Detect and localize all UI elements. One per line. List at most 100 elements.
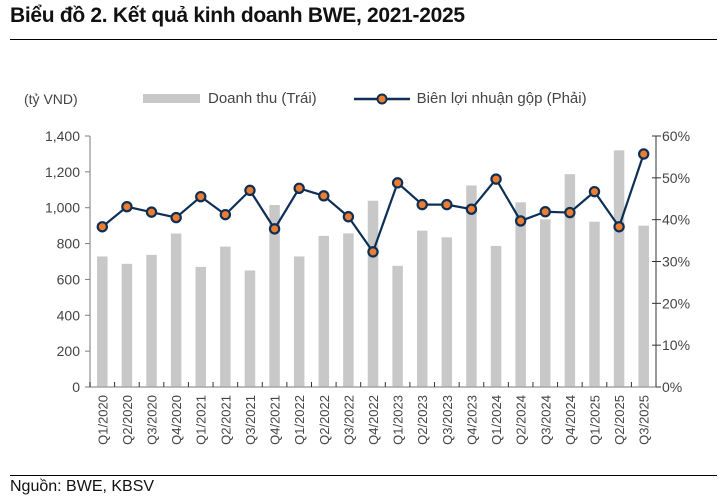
revenue-bar bbox=[490, 245, 502, 387]
margin-data-point bbox=[268, 223, 281, 235]
x-axis-category-label: Q3/2024 bbox=[538, 395, 553, 445]
legend-label-margin: Biên lợi nhuận gộp (Phải) bbox=[416, 90, 587, 107]
left-y-axis: 0 200 400 600 800 1,000 1,200 1,400 bbox=[45, 128, 91, 395]
margin-data-point bbox=[145, 206, 158, 218]
gross-margin-line bbox=[96, 148, 650, 258]
margin-data-point bbox=[391, 177, 404, 189]
line-marker-swatch-icon bbox=[353, 93, 410, 104]
margin-data-point bbox=[195, 190, 207, 203]
revenue-bar bbox=[564, 174, 576, 387]
left-axis-tick-label: 1,400 bbox=[45, 128, 80, 144]
revenue-bar bbox=[343, 233, 354, 387]
x-axis-category-label: Q4/2024 bbox=[563, 395, 578, 445]
revenue-bar bbox=[244, 270, 256, 387]
x-axis-category-label: Q4/2022 bbox=[366, 395, 381, 445]
legend: Doanh thu (Trái) Biên lợi nhuận gộp (Phả… bbox=[143, 90, 623, 107]
legend-label-revenue: Doanh thu (Trái) bbox=[208, 90, 317, 107]
revenue-bar bbox=[269, 205, 280, 387]
left-axis-tick-label: 800 bbox=[57, 236, 81, 252]
margin-data-point bbox=[564, 206, 576, 219]
revenue-bar bbox=[416, 230, 428, 387]
left-axis-tick-label: 200 bbox=[57, 343, 81, 359]
x-axis-category-label: Q1/2024 bbox=[489, 395, 504, 445]
margin-data-point bbox=[293, 182, 305, 194]
legend-item-revenue: Doanh thu (Trái) bbox=[143, 90, 317, 107]
revenue-bar bbox=[540, 219, 551, 387]
revenue-bar bbox=[195, 266, 206, 387]
margin-data-point bbox=[539, 206, 551, 218]
revenue-bar bbox=[146, 254, 157, 387]
left-axis-tick-label: 1,000 bbox=[45, 200, 80, 216]
revenue-bar bbox=[613, 150, 625, 387]
left-axis-unit: (tỷ VND) bbox=[24, 91, 78, 107]
revenue-bar bbox=[392, 265, 403, 387]
right-axis-tick-label: 60% bbox=[662, 128, 690, 144]
revenue-bar bbox=[318, 235, 330, 387]
revenue-bar bbox=[367, 200, 379, 387]
margin-data-point bbox=[318, 190, 330, 202]
left-axis-tick-label: 0 bbox=[72, 379, 80, 395]
x-axis-category-label: Q3/2020 bbox=[145, 395, 160, 445]
margin-data-point bbox=[96, 221, 109, 233]
margin-data-point bbox=[514, 215, 527, 227]
margin-data-point bbox=[121, 200, 133, 213]
x-axis-category-label: Q4/2020 bbox=[169, 395, 184, 445]
revenue-bar bbox=[638, 225, 649, 387]
x-axis-category-label: Q1/2023 bbox=[391, 395, 406, 445]
x-axis-labels: Q1/2020 Q2/2020 Q3/2020 Q4/2020 Q1/2021 Q2/20… bbox=[95, 395, 651, 445]
legend-item-margin: Biên lợi nhuận gộp (Phải) bbox=[353, 90, 587, 107]
margin-data-point bbox=[244, 184, 256, 197]
x-axis-category-label: Q2/2021 bbox=[218, 395, 233, 445]
margin-data-point bbox=[441, 198, 453, 211]
x-axis-category-label: Q4/2021 bbox=[268, 395, 283, 445]
margin-data-point bbox=[613, 221, 625, 233]
margin-data-point bbox=[170, 211, 182, 224]
bar-swatch-icon bbox=[143, 94, 200, 103]
revenue-bar bbox=[121, 263, 133, 387]
x-axis-category-label: Q3/2021 bbox=[243, 395, 258, 445]
x-axis-category-label: Q1/2020 bbox=[95, 395, 110, 445]
margin-data-point bbox=[588, 185, 601, 198]
x-axis-category-label: Q1/2021 bbox=[194, 395, 209, 445]
right-axis-tick-label: 0% bbox=[662, 379, 682, 395]
right-axis-tick-label: 50% bbox=[662, 170, 690, 186]
chart-title: Biểu đồ 2. Kết quả kinh doanh BWE, 2021-… bbox=[10, 4, 465, 27]
margin-data-point bbox=[465, 203, 478, 215]
right-axis-tick-label: 10% bbox=[662, 337, 690, 353]
right-axis-tick-label: 20% bbox=[662, 295, 690, 311]
x-axis-category-label: Q2/2020 bbox=[120, 395, 135, 445]
x-axis-category-label: Q3/2025 bbox=[637, 395, 652, 445]
margin-data-point bbox=[367, 246, 379, 258]
x-axis-category-label: Q3/2022 bbox=[341, 395, 356, 445]
x-axis-category-label: Q2/2025 bbox=[612, 395, 627, 445]
x-axis-category-label: Q4/2023 bbox=[464, 395, 479, 445]
right-axis-tick-label: 30% bbox=[662, 254, 690, 270]
margin-data-point bbox=[342, 211, 355, 223]
x-axis-category-label: Q2/2024 bbox=[514, 395, 529, 445]
revenue-bar bbox=[441, 237, 453, 387]
revenue-bars bbox=[97, 150, 649, 387]
revenue-bar bbox=[589, 221, 600, 387]
revenue-bar bbox=[170, 233, 182, 387]
revenue-bar bbox=[466, 185, 477, 387]
x-axis-category-label: Q2/2022 bbox=[317, 395, 332, 445]
x-axis-category-label: Q1/2025 bbox=[587, 395, 602, 445]
revenue-bar bbox=[97, 256, 108, 387]
x-axis-category-label: Q2/2023 bbox=[415, 395, 430, 445]
left-axis-tick-label: 400 bbox=[57, 307, 81, 323]
margin-data-point bbox=[490, 173, 502, 185]
margin-data-point bbox=[416, 198, 428, 211]
revenue-bar bbox=[293, 256, 305, 387]
right-y-axis: 0% 10% 20% 30% 40% 50% 60% bbox=[652, 128, 690, 395]
revenue-bar bbox=[220, 246, 231, 387]
revenue-bar bbox=[515, 202, 526, 387]
left-axis-tick-label: 1,200 bbox=[45, 164, 80, 180]
left-axis-tick-label: 600 bbox=[57, 271, 81, 287]
title-divider bbox=[10, 39, 717, 40]
source-note: Nguồn: BWE, KBSV bbox=[10, 478, 155, 495]
x-axis-category-label: Q1/2022 bbox=[292, 395, 307, 445]
source-divider bbox=[10, 475, 717, 476]
x-axis-category-label: Q3/2023 bbox=[440, 395, 455, 445]
margin-data-point bbox=[637, 148, 650, 160]
